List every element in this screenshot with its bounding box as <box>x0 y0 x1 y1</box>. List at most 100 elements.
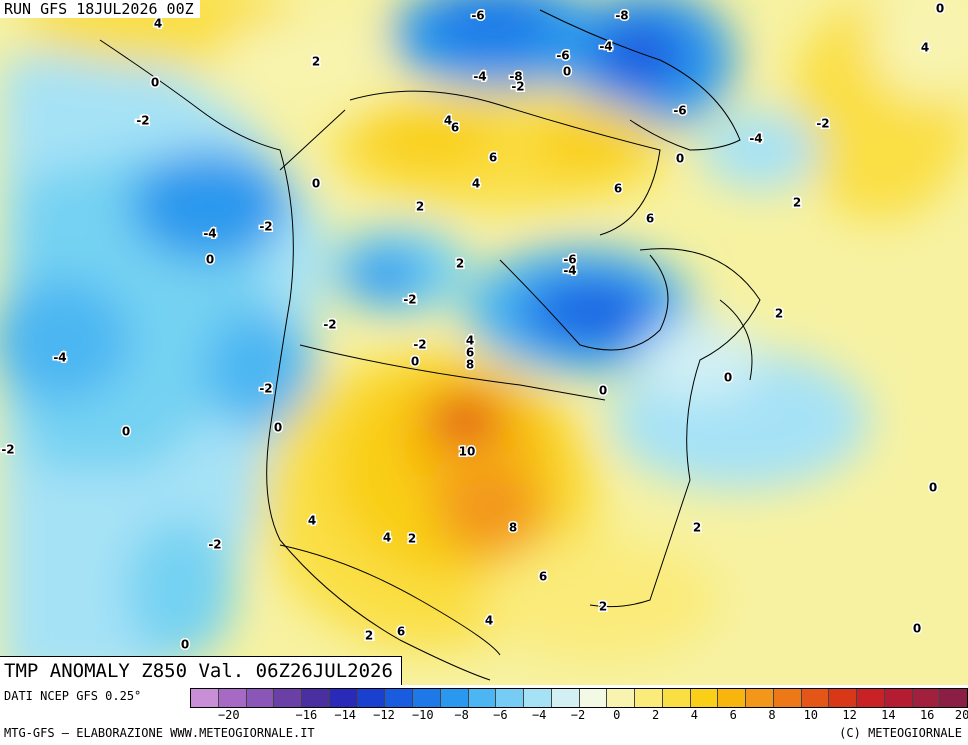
contour-label: -6 <box>673 104 686 118</box>
contour-label: 10 <box>459 445 476 459</box>
scale-tick-label: −2 <box>570 708 586 722</box>
scale-swatch <box>440 689 469 707</box>
contour-label: -4 <box>53 351 66 365</box>
contour-label: -2 <box>208 538 221 552</box>
contour-label: 6 <box>489 151 497 165</box>
credit-text: MTG-GFS – ELABORAZIONE WWW.METEOGIORNALE… <box>4 726 315 740</box>
contour-label: -4 <box>563 264 576 278</box>
scale-tick-label: 6 <box>729 708 737 722</box>
contour-label: 0 <box>599 384 607 398</box>
contour-label: 2 <box>365 629 373 643</box>
contour-label: 0 <box>936 2 944 16</box>
contour-label: 0 <box>563 65 571 79</box>
scale-swatch <box>857 689 885 707</box>
contour-label: -4 <box>599 40 612 54</box>
scale-tick-label: 16 <box>919 708 935 722</box>
scale-swatch <box>218 689 247 707</box>
scale-swatch <box>662 689 691 707</box>
contour-label: -4 <box>749 132 762 146</box>
contour-label: 0 <box>122 425 130 439</box>
contour-label: 2 <box>599 600 607 614</box>
scale-tick-label: 0 <box>613 708 621 722</box>
contour-label: 4 <box>308 514 316 528</box>
contour-label: 4 <box>921 41 929 55</box>
contour-label: -2 <box>259 382 272 396</box>
contour-label: -2 <box>413 338 426 352</box>
scale-tick-label: 2 <box>651 708 660 722</box>
contour-label: -4 <box>403 293 416 307</box>
scale-tick-label: −20 <box>217 708 240 722</box>
contour-label: 2 <box>312 55 320 69</box>
scale-tick-label: 20 <box>954 708 968 722</box>
contour-label: -2 <box>323 318 336 332</box>
scale-swatch <box>773 689 802 707</box>
contour-label: 0 <box>676 152 684 166</box>
contour-label: 0 <box>274 421 282 435</box>
scale-swatch <box>496 689 524 707</box>
scale-tick-label: 12 <box>842 708 857 722</box>
scale-swatch <box>413 689 441 707</box>
data-source: DATI NCEP GFS 0.25° <box>4 689 142 703</box>
contour-label: -2 <box>816 117 829 131</box>
scale-swatch <box>718 689 746 707</box>
scale-swatch <box>607 689 635 707</box>
scale-tick-label: 4 <box>690 708 699 722</box>
scale-swatch <box>579 689 608 707</box>
scale-swatch <box>274 689 302 707</box>
scale-tick-label: −10 <box>411 708 434 722</box>
color-scale-labels: −20 −16 −14 −12 −10 −8 −6 −4 −2 0 2 4 6 8 10 12 14 16 20 <box>190 708 968 722</box>
scale-tick-label: 8 <box>768 708 776 722</box>
contour-label: 6 <box>539 570 547 584</box>
contour-label: -2 <box>136 114 149 128</box>
scale-tick-label: 10 <box>803 708 819 722</box>
scale-tick-label: −4 <box>531 708 547 722</box>
scale-swatch <box>191 689 219 707</box>
scale-swatch <box>468 689 497 707</box>
contour-label: 0 <box>913 622 921 636</box>
scale-swatch <box>302 689 330 707</box>
scale-swatch <box>912 689 941 707</box>
contour-label: -6 <box>563 253 576 267</box>
contour-label: 2 <box>366 629 374 643</box>
contour-label: 2 <box>775 307 783 321</box>
contour-label: 0 <box>411 355 419 369</box>
scale-tick-label: −12 <box>373 708 395 722</box>
copyright-text: (C) METEOGIORNALE <box>839 726 962 740</box>
scale-swatch <box>801 689 830 707</box>
contour-label: 0 <box>929 481 937 495</box>
scale-swatch <box>329 689 358 707</box>
contour-label: -4 <box>203 227 216 241</box>
contour-label: 0 <box>312 177 320 191</box>
contour-label: 6 <box>614 182 622 196</box>
scale-tick-label: −8 <box>454 708 469 722</box>
contour-label: 2 <box>456 257 464 271</box>
contour-label: -6 <box>471 9 484 23</box>
contour-label: 4 <box>154 17 162 31</box>
anomaly-field <box>0 0 968 685</box>
contour-label: 8 <box>466 358 474 372</box>
map-title: TMP ANOMALY Z850 Val. 06Z26JUL2026 <box>0 656 402 685</box>
scale-swatch <box>635 689 663 707</box>
contour-label: 2 <box>416 200 424 214</box>
contour-label: 4 <box>472 177 480 191</box>
contour-label: -2 <box>135 114 148 128</box>
scale-swatch <box>829 689 857 707</box>
scale-tick-label: −16 <box>295 708 318 722</box>
contour-label: 4 <box>485 614 493 628</box>
scale-swatch <box>690 689 719 707</box>
scale-tick-label: −14 <box>334 708 357 722</box>
contour-label: 0 <box>151 76 159 90</box>
contour-label: -2 <box>511 80 524 94</box>
temperature-anomaly-map: 420-2-4 -8-6 -8-6-4-20-6-4-2240466642620-2… <box>0 0 968 685</box>
contour-label: 0 <box>724 371 732 385</box>
contour-label: -4 <box>473 70 486 84</box>
color-scale <box>190 688 968 708</box>
scale-swatch <box>246 689 275 707</box>
scale-swatch <box>357 689 386 707</box>
contour-label: 2 <box>693 521 701 535</box>
contour-label: 4 <box>444 114 452 128</box>
contour-label: 0 <box>181 638 189 652</box>
contour-label: 6 <box>646 212 654 226</box>
contour-label: 6 <box>451 121 459 135</box>
contour-label: 4 <box>466 334 474 348</box>
